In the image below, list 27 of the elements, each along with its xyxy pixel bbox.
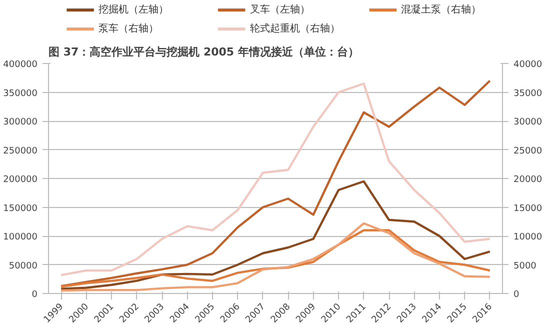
chart-title: 图 37：高空作业平台与挖掘机 2005 年情况接近（单位：台） xyxy=(48,46,359,58)
y2-tick-label: 5000 xyxy=(514,261,537,272)
legend-label: 轮式起重机（右轴） xyxy=(250,22,340,34)
y2-tick-label: 25000 xyxy=(514,146,542,156)
y2-tick-label: 30000 xyxy=(514,118,542,128)
y-tick-label: 400000 xyxy=(3,60,38,70)
y2-tick-label: 20000 xyxy=(514,175,542,185)
y-tick-label: 0 xyxy=(32,290,38,300)
line-series xyxy=(60,222,491,292)
y2-tick-label: 35000 xyxy=(514,88,542,99)
legend-label: 混凝土泵（右轴） xyxy=(401,4,482,16)
legend-label: 泵车（右轴） xyxy=(98,22,158,34)
y-tick-label: 50000 xyxy=(8,261,38,272)
legend-label: 叉车（左轴） xyxy=(250,4,310,16)
line-series xyxy=(60,180,491,290)
y-tick-label: 200000 xyxy=(3,175,38,185)
y2-tick-label: 15000 xyxy=(514,204,542,214)
y-tick-label: 150000 xyxy=(3,204,38,214)
y2-tick-label: 40000 xyxy=(514,60,542,70)
y2-tick-label: 0 xyxy=(514,290,520,300)
y-tick-label: 300000 xyxy=(3,118,38,128)
line-series xyxy=(60,229,491,288)
y-tick-label: 350000 xyxy=(3,88,38,99)
y-tick-label: 100000 xyxy=(3,232,38,242)
y2-tick-label: 10000 xyxy=(514,232,542,242)
y-tick-label: 250000 xyxy=(3,146,38,156)
legend-label: 挖掘机（左轴） xyxy=(98,4,168,16)
